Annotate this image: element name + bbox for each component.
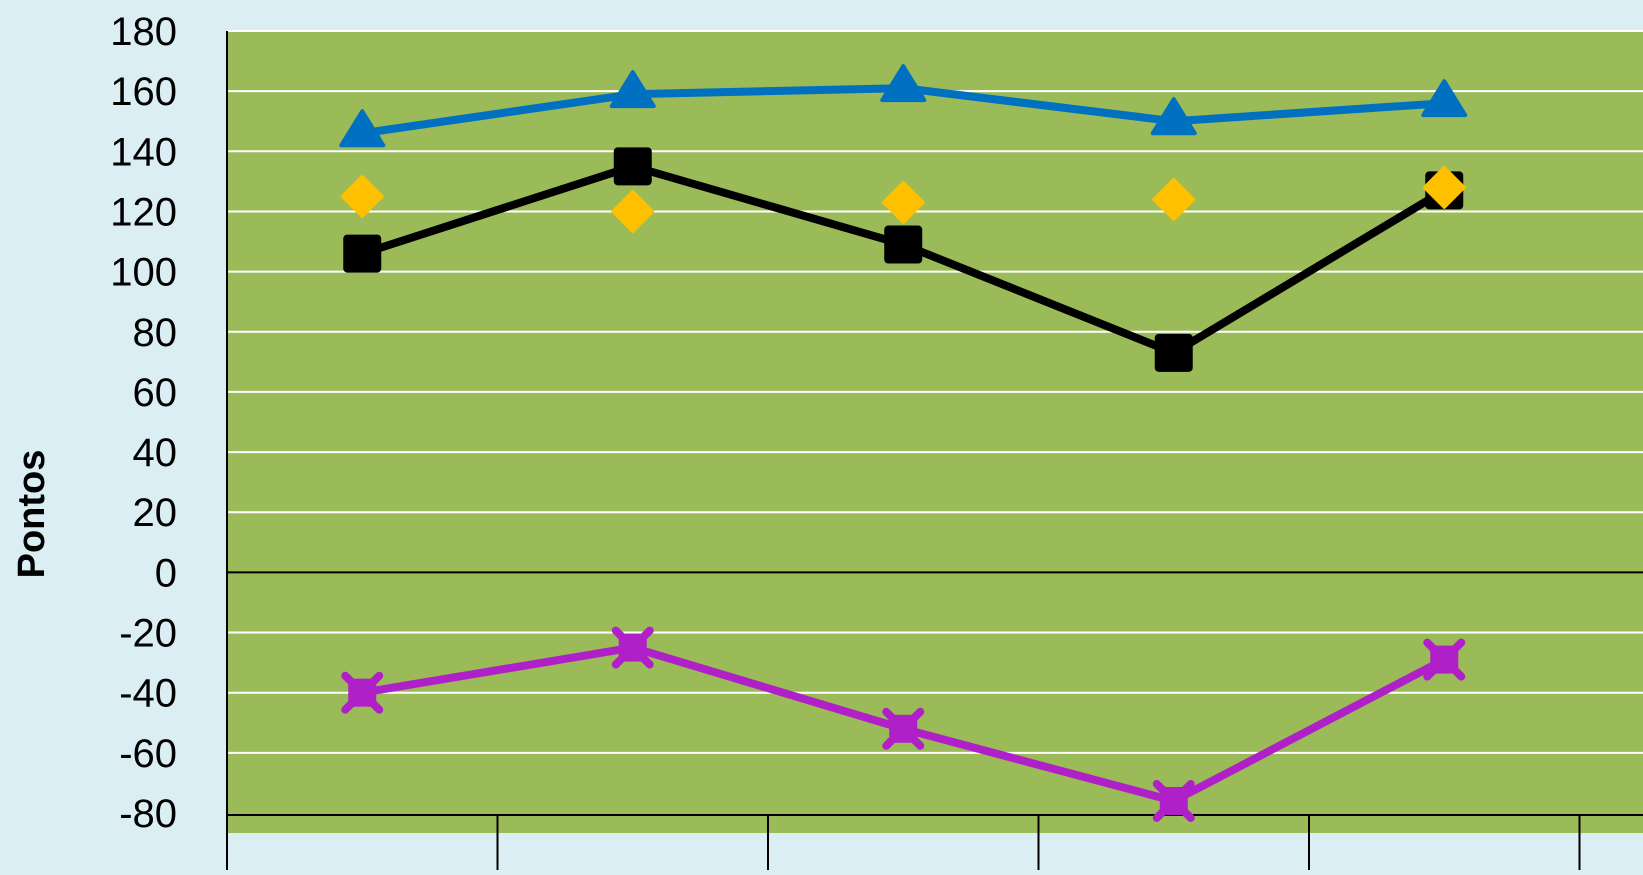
x-marker-cross: [611, 626, 654, 669]
y-tick-label: 100: [110, 251, 177, 295]
square-marker: [343, 234, 382, 273]
y-tick-label: 80: [133, 311, 178, 355]
y-tick-label: -40: [119, 672, 177, 716]
square-marker: [613, 147, 652, 186]
y-tick-labels: 180 160 140 120 100 80 60 40 20 0 -20 -40 -60 -80: [110, 10, 177, 836]
triangle-marker: [1150, 97, 1197, 136]
triangle-marker: [880, 64, 927, 103]
square-marker: [884, 225, 923, 264]
y-axis-title: Pontos: [11, 450, 53, 579]
y-tick-label: 20: [133, 491, 178, 535]
square-marker: [1154, 333, 1193, 372]
y-tick-label: 40: [133, 431, 178, 475]
diamond-marker: [1422, 165, 1466, 209]
series-3: [341, 626, 1466, 822]
diamond-marker: [1152, 177, 1196, 221]
triangle-marker: [609, 70, 656, 109]
y-tick-label: 0: [155, 551, 177, 595]
axes: [226, 31, 1643, 870]
y-tick-label: -60: [119, 732, 177, 776]
x-marker-cross: [1423, 638, 1466, 681]
y-tick-label: 180: [110, 10, 177, 54]
y-tick-label: 140: [110, 130, 177, 174]
triangle-marker: [339, 109, 386, 148]
y-tick-label: 160: [110, 70, 177, 114]
triangle-marker: [1421, 79, 1468, 118]
series-0: [339, 64, 1468, 148]
y-tick-label: 60: [133, 371, 178, 415]
y-tick-label: -20: [119, 612, 177, 656]
plot-area: [227, 31, 1643, 833]
x-marker-cross: [341, 671, 384, 714]
diamond-marker: [611, 189, 655, 233]
series-2: [340, 165, 1466, 233]
y-tick-label: 120: [110, 190, 177, 234]
data-series: [339, 64, 1468, 822]
x-marker-cross: [882, 707, 925, 750]
diamond-marker: [340, 174, 384, 218]
y-tick-label: -80: [119, 792, 177, 836]
x-marker-cross: [1152, 779, 1195, 822]
diamond-marker: [881, 180, 925, 224]
